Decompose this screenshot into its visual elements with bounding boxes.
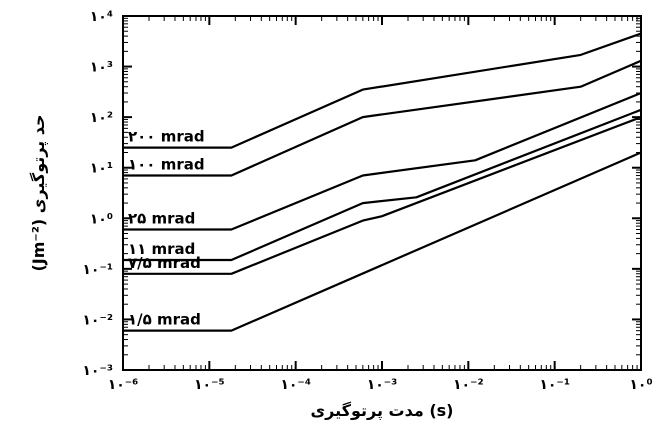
y-tick-label: ۱۰⁴ — [90, 9, 113, 25]
y-tick-label: ۱۰¹ — [90, 161, 113, 177]
x-tick-label: ۱۰⁻¹ — [539, 377, 570, 393]
series-label: ۲۰۰ mrad — [128, 128, 205, 146]
y-tick-label: ۱۰⁻³ — [82, 363, 113, 379]
y-tick-label: ۱۰⁻¹ — [82, 262, 113, 278]
series-lines — [123, 32, 642, 332]
series-label: ۷/۵ mrad — [128, 254, 201, 272]
series-line — [123, 151, 642, 332]
series-label: ۱۰۰ mrad — [128, 156, 205, 174]
tick-labels: ۱۰⁻⁶ ۱۰⁻⁵ ۱۰⁻⁴ ۱۰⁻³ ۱۰⁻² ۱۰⁻¹ ۱۰⁰ ۱۰⁻³ ۱۰⁻² ۱۰⁻¹ ۱… — [82, 9, 652, 393]
series-line — [123, 91, 642, 231]
x-axis-title: (s) مدت پرتوگیری — [311, 401, 454, 421]
series-line — [123, 108, 642, 262]
x-tick-label: ۱۰⁻³ — [367, 377, 398, 393]
series-label: ۱۱ mrad — [128, 240, 195, 258]
x-tick-label: ۱۰⁻² — [453, 377, 484, 393]
y-tick-label: ۱۰³ — [90, 60, 113, 76]
series-line — [123, 59, 642, 177]
series-label: ۲۵ mrad — [128, 210, 195, 228]
y-tick-label: ۱۰⁻² — [82, 312, 113, 328]
x-tick-label: ۱۰⁰ — [629, 377, 652, 393]
series-line — [123, 32, 642, 149]
y-tick-label: ۱۰⁰ — [90, 211, 113, 227]
x-tick-label: ۱۰⁻⁶ — [108, 377, 139, 393]
series-label: ۱/۵ mrad — [128, 311, 201, 329]
x-tick-label: ۱۰⁻⁴ — [280, 377, 311, 393]
y-tick-label: ۱۰² — [90, 110, 113, 126]
series-line — [123, 116, 642, 275]
x-tick-label: ۱۰⁻⁵ — [194, 377, 225, 393]
y-axis-title: حد پرتوگیری (Jm⁻²) — [29, 114, 49, 271]
